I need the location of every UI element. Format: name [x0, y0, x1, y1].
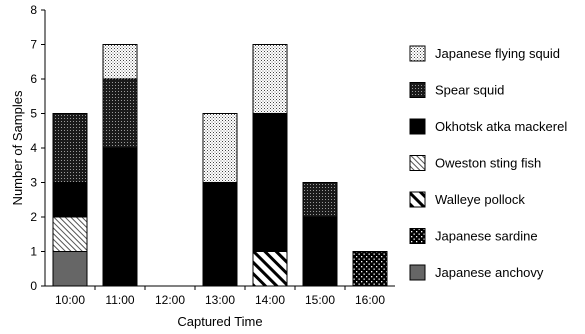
- y-tick-label: 5: [30, 107, 37, 121]
- bar-segment-spear-squid: [52, 113, 88, 183]
- legend-swatch: [409, 191, 426, 208]
- y-tick-label: 8: [30, 3, 37, 17]
- x-tick-label: 14:00: [255, 293, 285, 307]
- x-tick-label: 16:00: [355, 293, 385, 307]
- legend-swatch: [409, 264, 426, 281]
- y-tick-label: 4: [30, 141, 37, 155]
- y-ticks: 0 1 2 3 4 5 6 7 8: [30, 3, 45, 293]
- x-tick-label: 12:00: [155, 293, 185, 307]
- x-tick-label: 15:00: [305, 293, 335, 307]
- legend-swatch: [409, 45, 426, 62]
- legend-label: Japanese sardine: [435, 229, 538, 244]
- y-tick-label: 1: [30, 245, 37, 259]
- bar-segment-okhotsk-atka-mackerel: [102, 147, 138, 287]
- bar-segment-japanese-anchovy: [52, 251, 88, 287]
- x-axis-title: Captured Time: [177, 314, 262, 329]
- bar-segment-oweston-sting-fish: [52, 216, 88, 252]
- legend-label: Oweston sting fish: [435, 156, 541, 171]
- bar-segment-spear-squid: [102, 78, 138, 149]
- bar-segment-walleye-pollock: [252, 251, 288, 287]
- legend-label: Okhotsk atka mackerel: [435, 119, 567, 134]
- bar-segment-okhotsk-atka-mackerel: [302, 216, 338, 287]
- bar-segment-japanese-flying-squid: [202, 113, 238, 183]
- legend-label: Japanese anchovy: [435, 265, 544, 280]
- y-tick-label: 2: [30, 210, 37, 224]
- y-tick-label: 3: [30, 176, 37, 190]
- y-tick-label: 7: [30, 38, 37, 52]
- legend-swatch: [409, 155, 426, 171]
- legend-swatch: [409, 228, 426, 244]
- bar-segment-okhotsk-atka-mackerel: [202, 182, 238, 287]
- legend-swatch: [409, 118, 426, 135]
- bar-segment-japanese-flying-squid: [102, 44, 138, 80]
- legend-swatch: [409, 82, 426, 98]
- y-tick-label: 0: [30, 279, 37, 293]
- legend-label: Walleye pollock: [435, 192, 525, 207]
- bar-segment-japanese-flying-squid: [252, 44, 288, 114]
- bar-segment-japanese-sardine: [352, 251, 388, 287]
- y-axis-title: Number of Samples: [10, 90, 25, 205]
- x-tick-label: 11:00: [105, 293, 134, 307]
- legend-label: Japanese flying squid: [435, 46, 560, 61]
- bar-segment-spear-squid: [302, 182, 338, 218]
- x-tick-label: 13:00: [205, 293, 235, 307]
- x-tick-label: 10:00: [55, 293, 85, 307]
- legend: Japanese flying squid Spear squid Okhotsk …: [409, 45, 567, 281]
- bar-segment-okhotsk-atka-mackerel: [252, 113, 288, 252]
- bars: [52, 44, 388, 287]
- bar-segment-okhotsk-atka-mackerel: [52, 182, 88, 218]
- legend-label: Spear squid: [435, 83, 504, 98]
- y-tick-label: 6: [30, 72, 37, 86]
- x-ticks: 10:00 11:00 12:00 13:00 14:00 15:00 16:00: [55, 286, 385, 307]
